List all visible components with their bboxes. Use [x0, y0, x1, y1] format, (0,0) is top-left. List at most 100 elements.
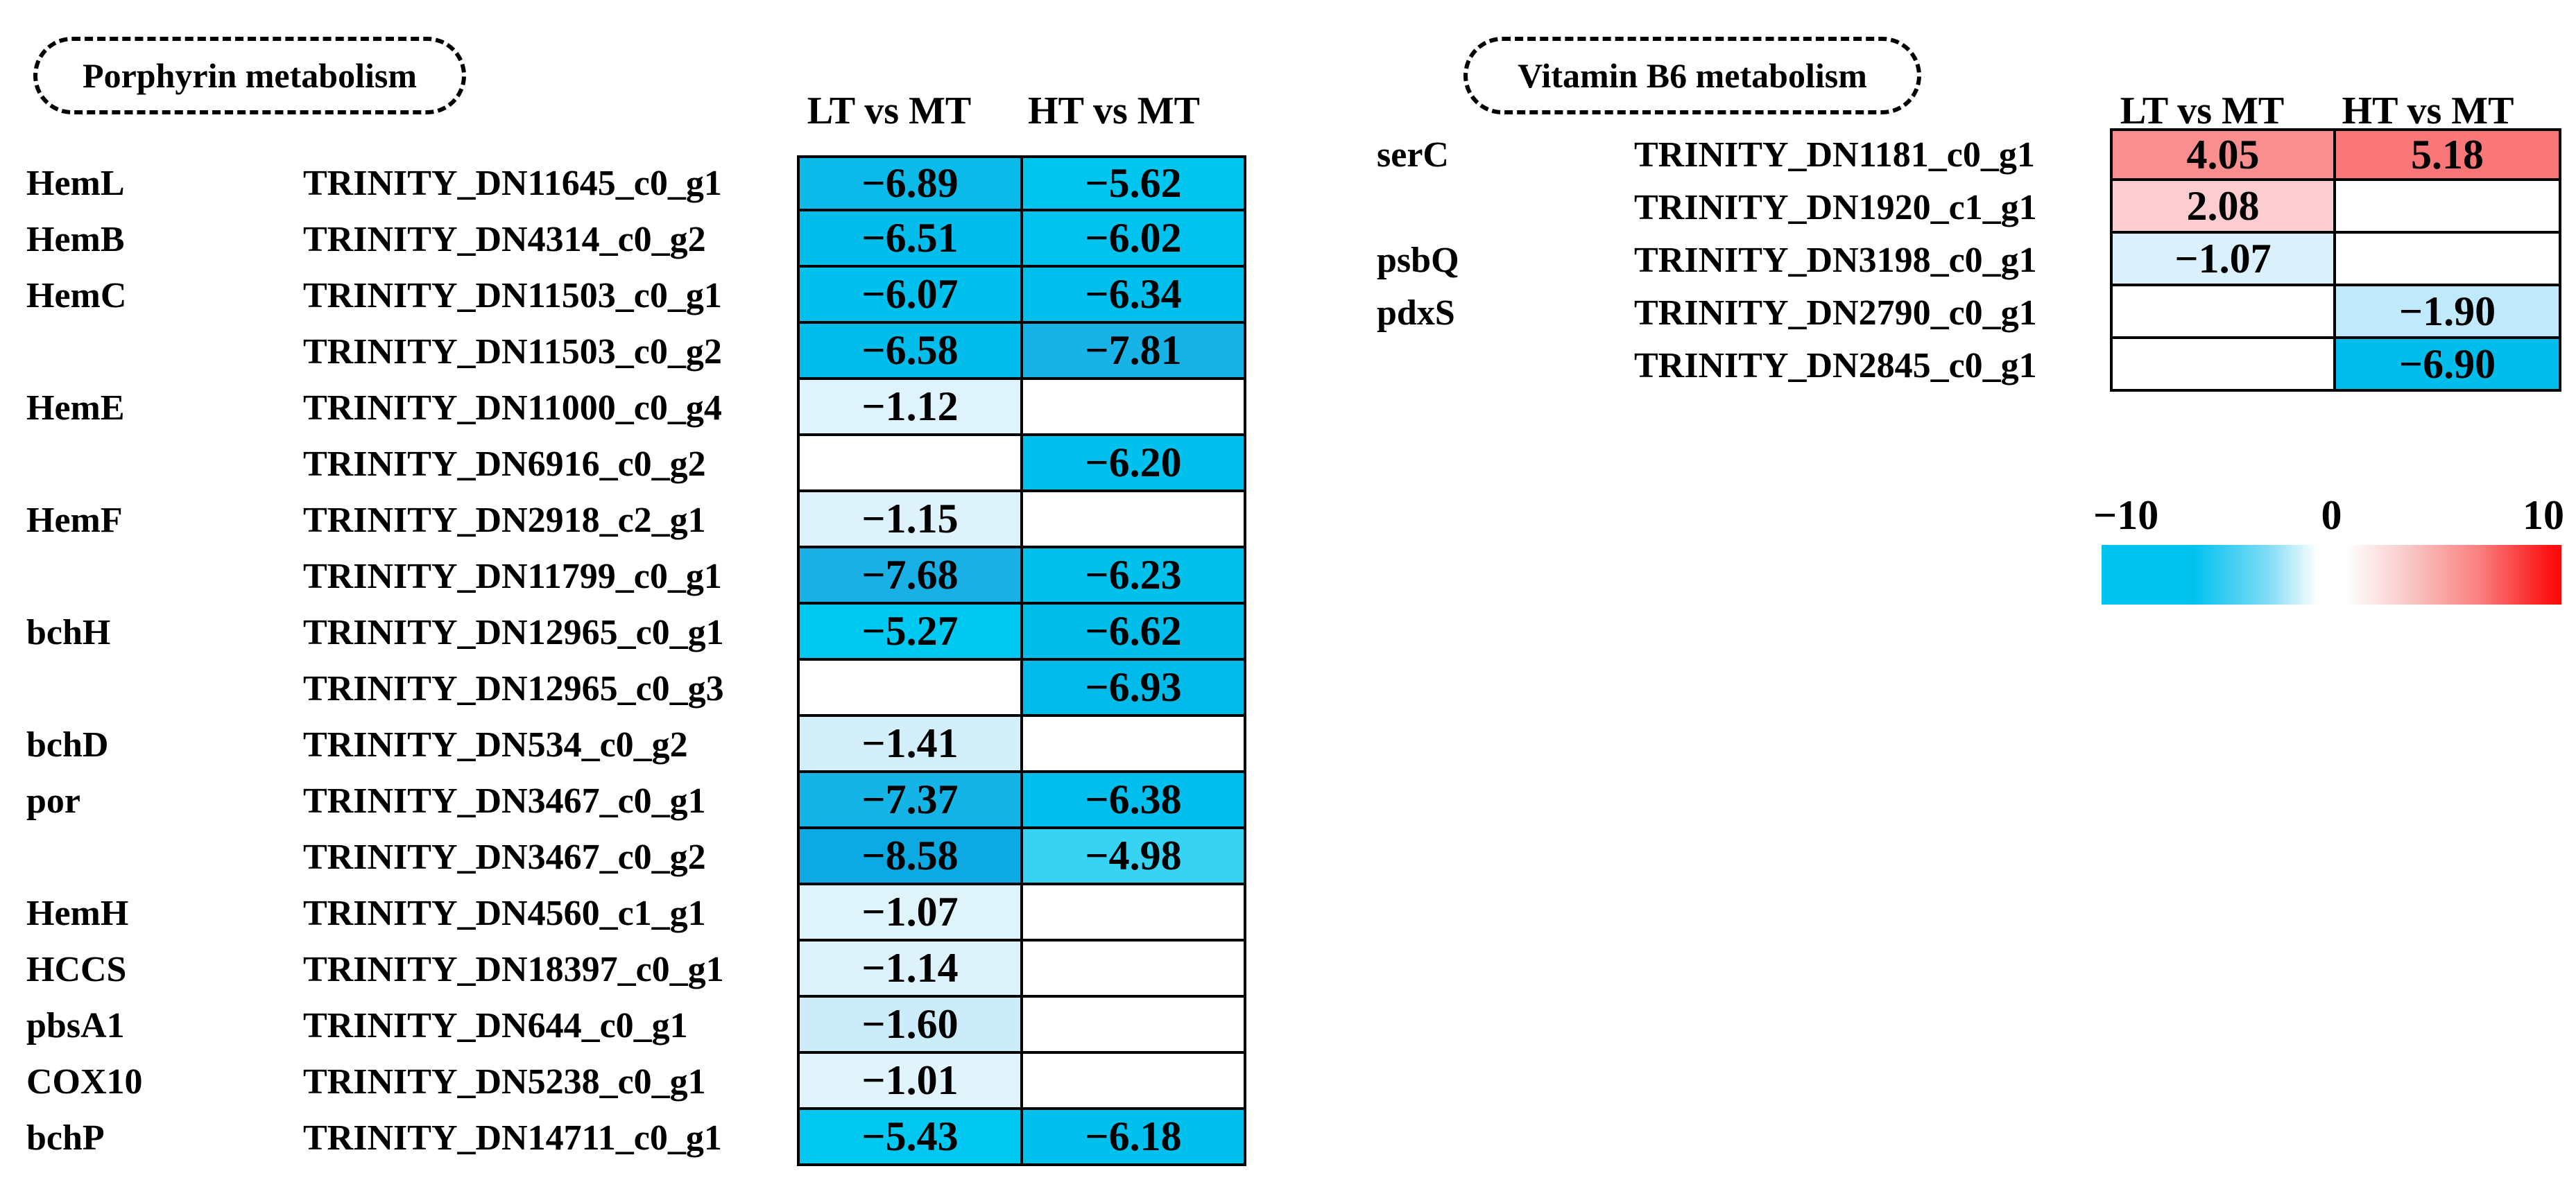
heatmap-cell [2110, 339, 2336, 392]
gene-symbol: psbQ [1377, 240, 1459, 280]
heatmap-cell [1023, 885, 1246, 942]
heatmap-cell: −5.62 [1023, 155, 1246, 211]
gene-symbol: por [26, 781, 80, 821]
heatmap-cell: −1.60 [797, 998, 1023, 1054]
heatmap-cell: −6.20 [1023, 436, 1246, 492]
colorbar-tick-max: 10 [2523, 492, 2564, 538]
colorbar-tick-min: −10 [2093, 492, 2159, 538]
transcript-id: TRINITY_DN2790_c0_g1 [1634, 293, 2037, 333]
transcript-id: TRINITY_DN18397_c0_g1 [303, 950, 724, 989]
column-header-ht: HT vs MT [2342, 89, 2514, 132]
gene-symbol [26, 829, 303, 885]
gene-symbol: HemE [26, 388, 125, 428]
transcript-id: TRINITY_DN12965_c0_g1 [303, 613, 724, 652]
heatmap-cell [1023, 998, 1246, 1054]
transcript-id: TRINITY_DN4560_c1_g1 [303, 894, 706, 933]
colorbar-tick-zero: 0 [2321, 492, 2342, 538]
column-header-lt: LT vs MT [2120, 89, 2285, 132]
transcript-id: TRINITY_DN1181_c0_g1 [1634, 135, 2035, 175]
transcript-id: TRINITY_DN3198_c0_g1 [1634, 240, 2037, 280]
gene-symbol: HemF [26, 501, 123, 540]
heatmap-cell: −6.07 [797, 268, 1023, 324]
heatmap-cell: −1.41 [797, 717, 1023, 773]
heatmap-cell: −1.07 [2110, 234, 2336, 286]
heatmap-cell: −6.93 [1023, 661, 1246, 717]
transcript-id: TRINITY_DN14711_c0_g1 [303, 1118, 722, 1158]
gene-symbol: HemB [26, 220, 125, 259]
heatmap-porphyrin: HemL TRINITY_DN11645_c0_g1 −6.89 −5.62 HemB T… [26, 155, 1246, 1166]
pathway-title-badge: Porphyrin metabolism [33, 37, 466, 114]
heatmap-cell: −5.27 [797, 605, 1023, 661]
pathway-title-badge: Vitamin B6 metabolism [1463, 37, 1921, 114]
gene-symbol: serC [1377, 135, 1449, 175]
heatmap-cell [1023, 717, 1246, 773]
heatmap-cell: 5.18 [2336, 128, 2561, 181]
gene-symbol: HemL [26, 164, 125, 203]
heatmap-cell [797, 661, 1023, 717]
heatmap-cell: −6.38 [1023, 773, 1246, 829]
heatmap-cell: 4.05 [2110, 128, 2336, 181]
gene-symbol [1377, 339, 1634, 392]
heatmap-cell: −1.15 [797, 492, 1023, 548]
heatmap-cell [1023, 1054, 1246, 1110]
heatmap-cell [2336, 234, 2561, 286]
heatmap-cell: −1.14 [797, 942, 1023, 998]
heatmap-cell: −4.98 [1023, 829, 1246, 885]
colorbar-gradient [2102, 545, 2561, 605]
heatmap-cell: −1.07 [797, 885, 1023, 942]
transcript-id: TRINITY_DN12965_c0_g3 [303, 669, 724, 709]
transcript-id: TRINITY_DN11799_c0_g1 [303, 557, 722, 596]
transcript-id: TRINITY_DN6916_c0_g2 [303, 444, 706, 484]
heatmap-cell: −6.58 [797, 324, 1023, 380]
heatmap-cell: −7.68 [797, 548, 1023, 605]
heatmap-cell: −6.34 [1023, 268, 1246, 324]
transcript-id: TRINITY_DN11000_c0_g4 [303, 388, 722, 428]
heatmap-cell [2336, 181, 2561, 234]
gene-symbol [26, 548, 303, 605]
transcript-id: TRINITY_DN3467_c0_g2 [303, 838, 706, 877]
gene-symbol [26, 324, 303, 380]
heatmap-cell: −7.37 [797, 773, 1023, 829]
heatmap-cell: −1.12 [797, 380, 1023, 436]
heatmap-cell: −6.89 [797, 155, 1023, 211]
heatmap-cell [1023, 380, 1246, 436]
column-header-ht: HT vs MT [1028, 89, 1200, 132]
transcript-id: TRINITY_DN11645_c0_g1 [303, 164, 722, 203]
heatmap-cell [1023, 492, 1246, 548]
gene-symbol [26, 436, 303, 492]
gene-symbol: COX10 [26, 1062, 143, 1102]
heatmap-cell: −6.62 [1023, 605, 1246, 661]
gene-symbol: HemC [26, 276, 127, 315]
heatmap-cell [797, 436, 1023, 492]
heatmap-cell: −6.02 [1023, 211, 1246, 268]
gene-symbol: bchD [26, 725, 109, 765]
heatmap-cell: −7.81 [1023, 324, 1246, 380]
heatmap-cell: 2.08 [2110, 181, 2336, 234]
gene-symbol: pbsA1 [26, 1006, 125, 1045]
gene-symbol: pdxS [1377, 293, 1455, 333]
transcript-id: TRINITY_DN644_c0_g1 [303, 1006, 688, 1045]
heatmap-cell: −6.51 [797, 211, 1023, 268]
column-header-lt: LT vs MT [807, 89, 972, 132]
heatmap-vitamin-b6: serC TRINITY_DN1181_c0_g1 4.05 5.18 TRINITY_… [1377, 128, 2561, 392]
pathway-title: Vitamin B6 metabolism [1518, 56, 1867, 95]
transcript-id: TRINITY_DN11503_c0_g1 [303, 276, 722, 315]
heatmap-cell: −1.90 [2336, 286, 2561, 339]
colorbar-ticks: −10 0 10 [2093, 489, 2564, 541]
heatmap-cell: −6.23 [1023, 548, 1246, 605]
transcript-id: TRINITY_DN3467_c0_g1 [303, 781, 706, 821]
gene-symbol: HemH [26, 894, 129, 933]
heatmap-cell [2110, 286, 2336, 339]
transcript-id: TRINITY_DN2918_c2_g1 [303, 501, 706, 540]
gene-symbol [26, 661, 303, 717]
transcript-id: TRINITY_DN4314_c0_g2 [303, 220, 706, 259]
gene-symbol [1377, 181, 1634, 234]
gene-symbol: bchH [26, 613, 111, 652]
heatmap-cell: −8.58 [797, 829, 1023, 885]
heatmap-cell: −1.01 [797, 1054, 1023, 1110]
heatmap-cell [1023, 942, 1246, 998]
heatmap-cell: −5.43 [797, 1110, 1023, 1166]
transcript-id: TRINITY_DN11503_c0_g2 [303, 332, 722, 372]
gene-symbol: bchP [26, 1118, 105, 1158]
